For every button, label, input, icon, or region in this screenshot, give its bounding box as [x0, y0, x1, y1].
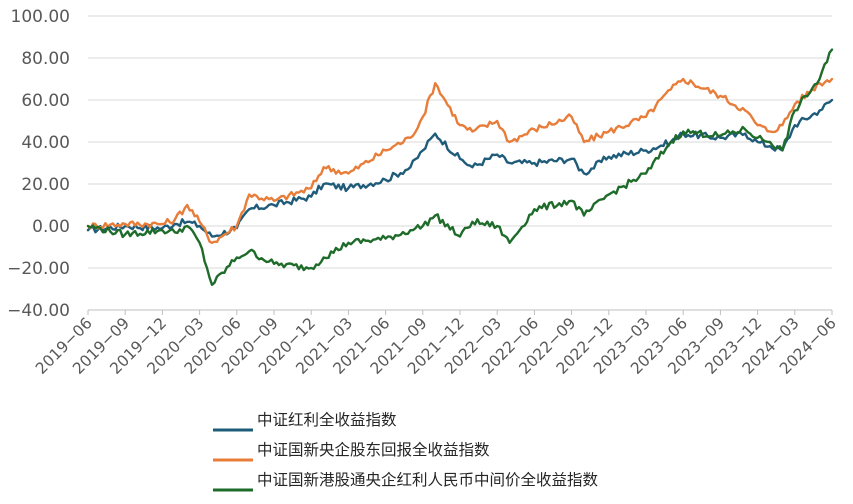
- y-tick-label: 0.00: [32, 217, 70, 237]
- y-tick-label: 20.00: [21, 175, 70, 195]
- legend-label-2: 中证国新央企股东回报全收益指数: [257, 441, 490, 459]
- y-tick-label: −40.00: [7, 301, 70, 321]
- legend: 中证红利全收益指数中证国新央企股东回报全收益指数中证国新港股通央企红利人民币中间…: [213, 411, 599, 492]
- y-tick-label: 60.00: [21, 91, 70, 111]
- grid-layer: [88, 15, 832, 311]
- legend-label-3: 中证国新港股通央企红利人民币中间价全收益指数: [257, 471, 599, 489]
- y-tick-label: 100.00: [11, 7, 70, 27]
- series-line-2: [86, 77, 834, 244]
- legend-label-1: 中证红利全收益指数: [257, 411, 397, 429]
- axis-layer: −40.00 −20.00 0.00 20.00 40.00 60.00 80.00 100.…: [7, 7, 840, 378]
- y-tick-label: 40.00: [21, 133, 70, 153]
- series-line-1: [86, 98, 834, 238]
- series-line-3: [86, 48, 834, 286]
- y-tick-label: 80.00: [21, 49, 70, 69]
- y-tick-label: −20.00: [7, 259, 70, 279]
- series-layer: [86, 48, 834, 286]
